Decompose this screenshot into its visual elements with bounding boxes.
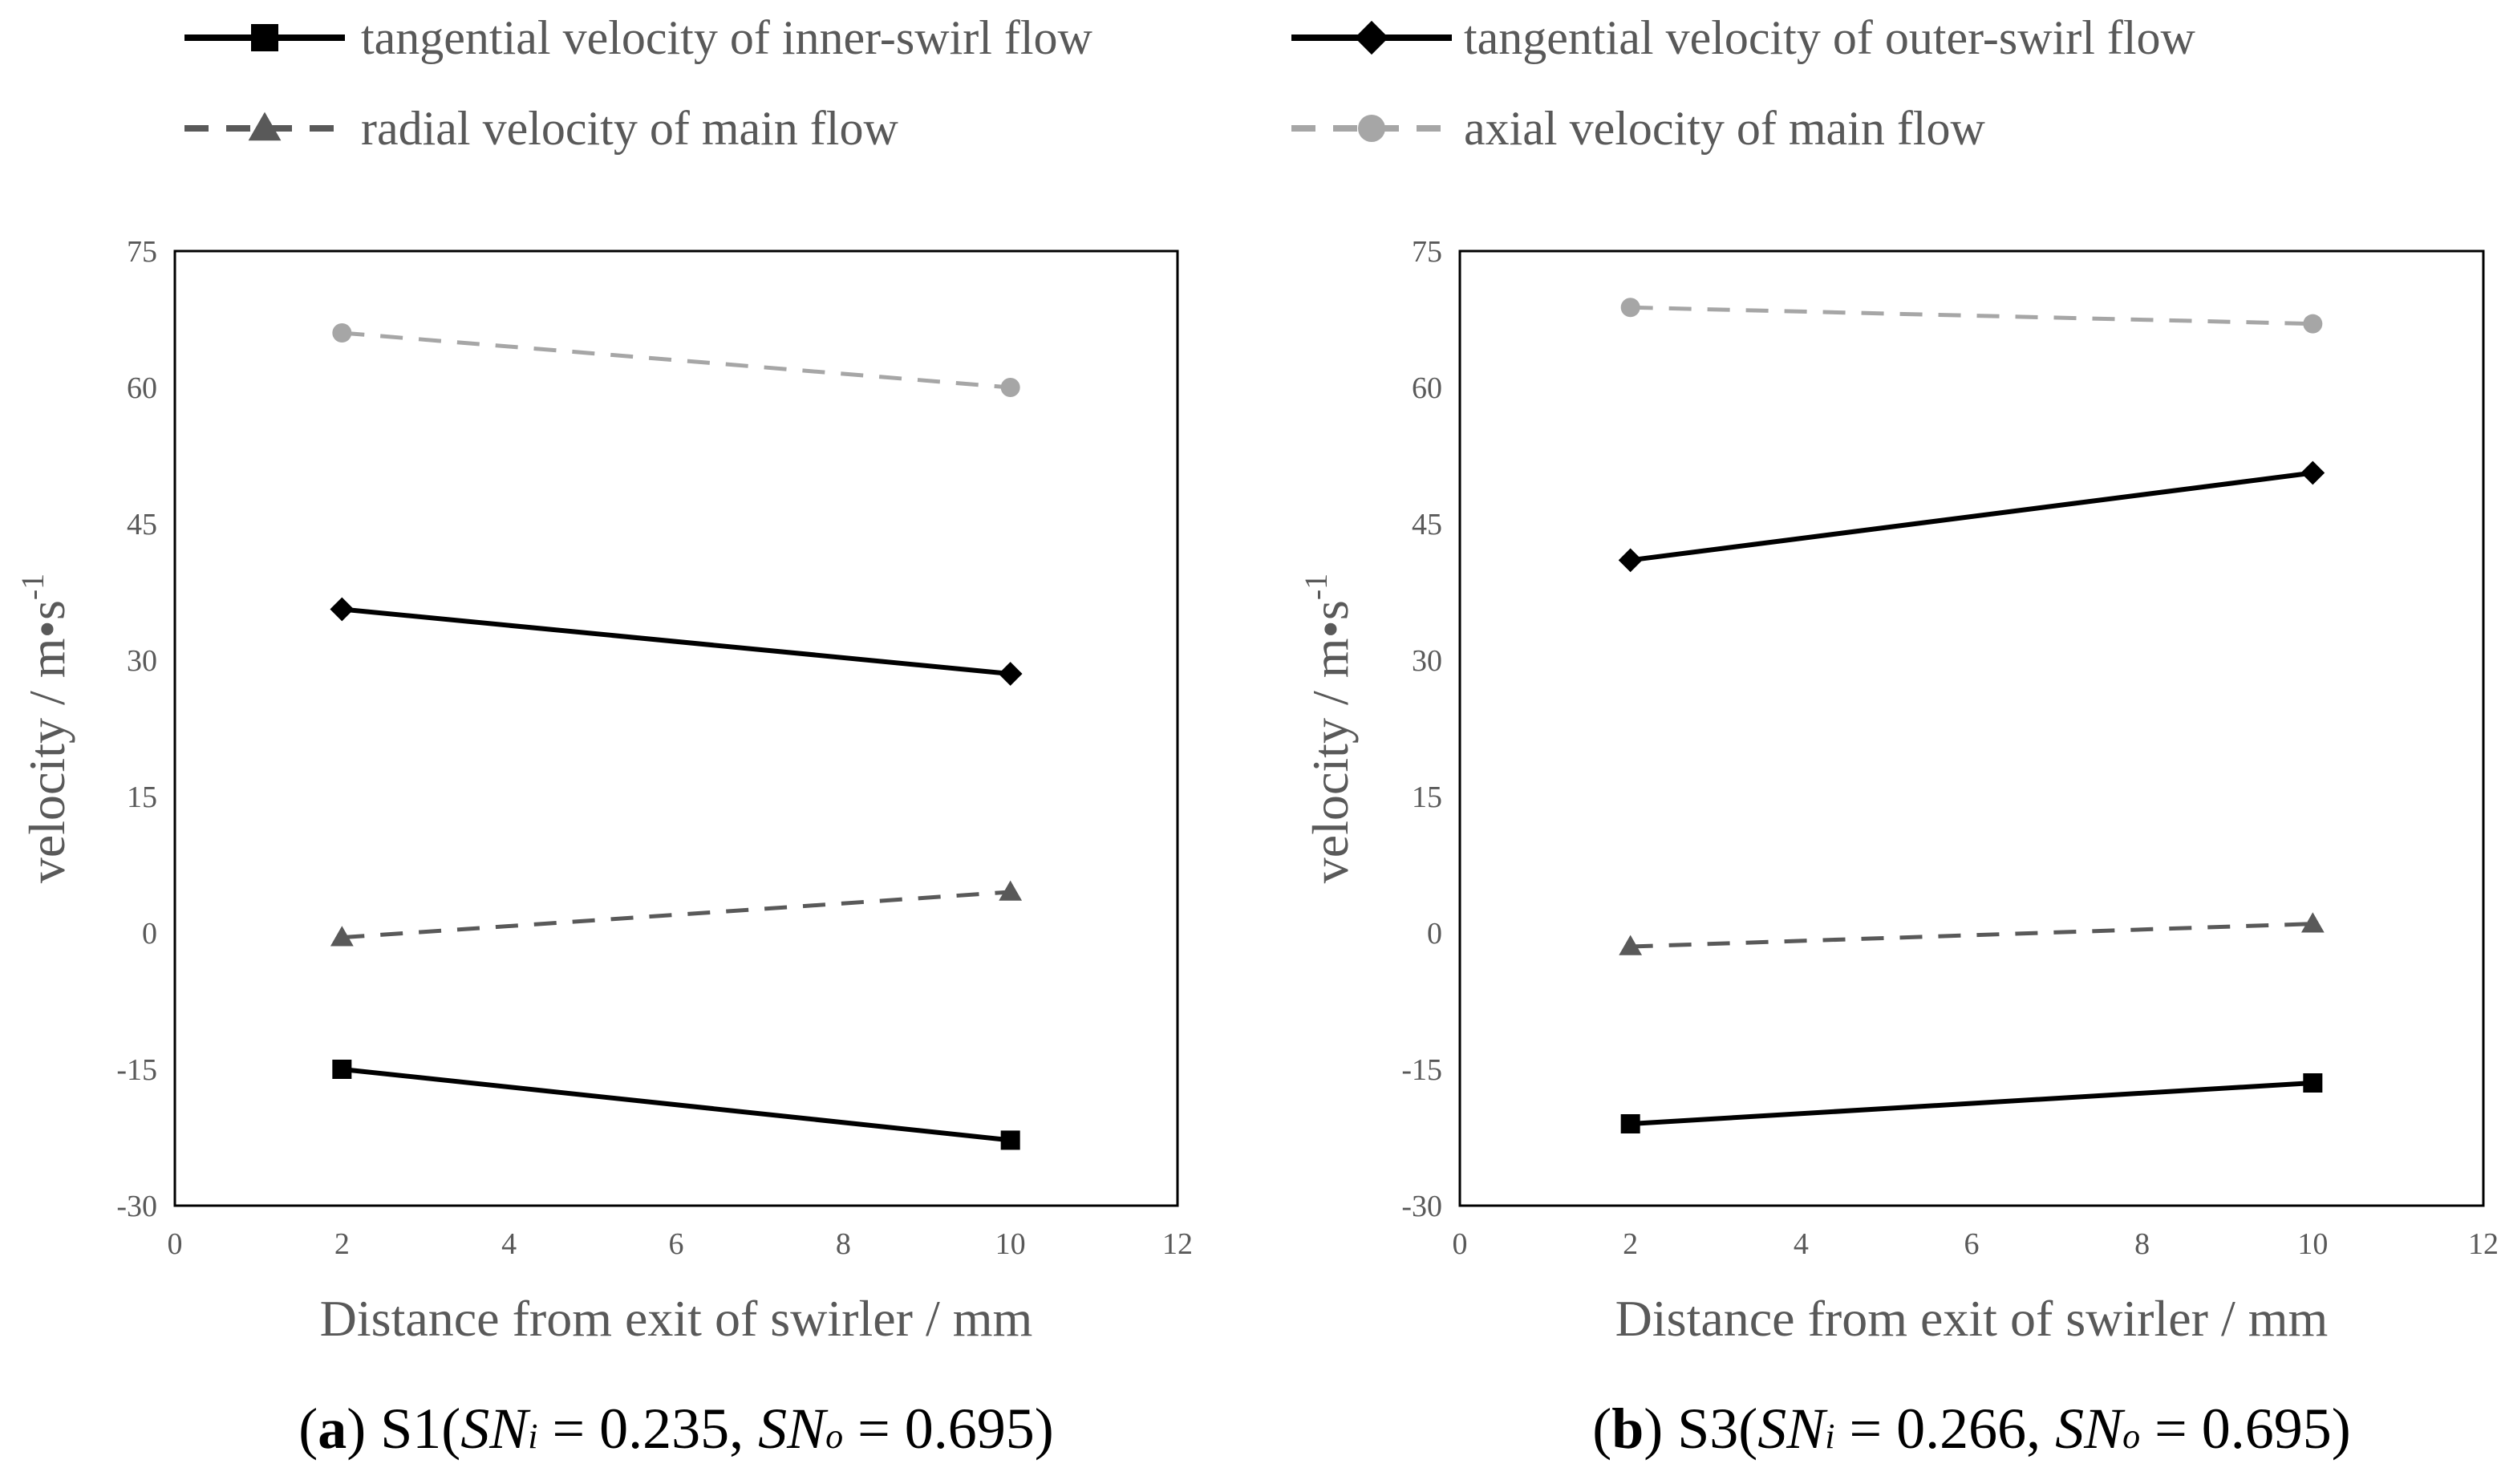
data-point [1000, 378, 1020, 397]
y-tick-label: 60 [1412, 371, 1442, 405]
caption-letter: b [1611, 1397, 1644, 1461]
series-tangential-velocity-of-inner-swirl-flow [332, 1060, 1020, 1150]
x-tick-label: 2 [1623, 1227, 1638, 1261]
data-point [332, 323, 352, 343]
panel-caption: (b) S3(SNi = 0.266, SNo = 0.695) [1592, 1397, 2351, 1461]
y-axis-title-main: velocity / m•s [18, 600, 75, 883]
series-line [342, 1067, 1011, 1143]
series-line [342, 606, 1011, 676]
data-point [2300, 460, 2325, 485]
data-point [2303, 314, 2323, 334]
data-point [330, 926, 354, 947]
legend-axial-velocity-of-main-flow-label: axial velocity of main flow [1464, 102, 1985, 155]
data-point [1620, 298, 1640, 318]
legend-radial-velocity-of-main-flow: radial velocity of main flow [184, 102, 898, 155]
series-line [342, 890, 1011, 940]
y-tick-label: 15 [127, 781, 157, 814]
legend-tangential-velocity-of-inner-swirl-flow-label: tangential velocity of inner-swirl flow [361, 11, 1093, 64]
y-axis-title: velocity / m•s-1 [1298, 574, 1359, 883]
series-axial-velocity-of-main-flow [332, 323, 1020, 397]
legend-tangential-velocity-of-outer-swirl-flow-label: tangential velocity of outer-swirl flow [1464, 11, 2196, 64]
y-tick-label: 60 [127, 371, 157, 405]
caption-sno-value: 0.695 [905, 1397, 1035, 1461]
legend-tangential-velocity-of-outer-swirl-flow: tangential velocity of outer-swirl flow [1291, 11, 2196, 64]
y-axis-title-superscript: -1 [14, 574, 51, 600]
series-radial-velocity-of-main-flow [330, 880, 1023, 947]
y-axis-title-main: velocity / m•s [1302, 600, 1359, 883]
data-point [1618, 548, 1643, 573]
x-tick-label: 12 [1162, 1227, 1193, 1261]
data-point [1619, 935, 1643, 955]
y-tick-label: 45 [1412, 508, 1442, 541]
x-tick-label: 0 [168, 1227, 183, 1261]
y-tick-label: 45 [127, 508, 157, 541]
data-point [1000, 1130, 1020, 1150]
data-point [1620, 1114, 1640, 1133]
y-tick-label: 75 [127, 235, 157, 269]
series-line [1630, 922, 2313, 949]
legend-axial-velocity-of-main-flow: axial velocity of main flow [1291, 102, 1985, 155]
y-tick-label: 75 [1412, 235, 1442, 269]
panel-caption: (a) S1(SNi = 0.235, SNo = 0.695) [298, 1397, 1054, 1461]
legend-radial-velocity-of-main-flow-label: radial velocity of main flow [361, 102, 898, 155]
legend-radial-velocity-of-main-flow-marker [248, 112, 282, 141]
y-tick-label: -30 [116, 1190, 157, 1223]
series-line [1630, 305, 2313, 326]
data-point [999, 880, 1023, 901]
x-tick-label: 8 [836, 1227, 851, 1261]
legend-tangential-velocity-of-inner-swirl-flow: tangential velocity of inner-swirl flow [184, 11, 1093, 64]
caption-sno-value: 0.695 [2202, 1397, 2332, 1461]
x-axis-title: Distance from exit of swirler / mm [320, 1290, 1033, 1347]
plot-frame [1458, 249, 2485, 1207]
series-tangential-velocity-of-outer-swirl-flow [330, 597, 1023, 686]
y-tick-label: 30 [127, 644, 157, 678]
x-tick-label: 4 [501, 1227, 517, 1261]
series-line [342, 330, 1011, 390]
y-tick-label: 15 [1412, 781, 1442, 814]
series-tangential-velocity-of-inner-swirl-flow [1620, 1073, 2323, 1133]
y-tick-label: -15 [116, 1053, 157, 1087]
y-tick-label: 0 [142, 917, 157, 951]
caption-scheme: S1 [380, 1397, 441, 1461]
caption-scheme: S3 [1677, 1397, 1738, 1461]
caption-sni-value: 0.266 [1896, 1397, 2026, 1461]
data-point [998, 662, 1023, 686]
x-tick-label: 10 [995, 1227, 1026, 1261]
legend: tangential velocity of inner-swirl flow t… [184, 11, 2196, 155]
x-tick-label: 4 [1794, 1227, 1809, 1261]
x-tick-label: 10 [2297, 1227, 2328, 1261]
plot-frame [173, 249, 1179, 1207]
x-tick-label: 8 [2134, 1227, 2150, 1261]
caption-sni-value: 0.235 [599, 1397, 729, 1461]
y-axis-title: velocity / m•s-1 [14, 574, 75, 883]
series-axial-velocity-of-main-flow [1620, 298, 2323, 334]
x-axis-title: Distance from exit of swirler / mm [1615, 1290, 2329, 1347]
chart-panel-a: -30 -15 0 15 30 45 60 75 0 2 4 6 8 10 12 Distance from … [14, 235, 1193, 1461]
x-tick-label: 6 [1964, 1227, 1980, 1261]
legend-tangential-velocity-of-outer-swirl-flow-marker [1354, 20, 1389, 55]
y-tick-label: 0 [1427, 917, 1442, 951]
series-line [1630, 470, 2313, 563]
data-point [2300, 912, 2325, 933]
y-tick-label: -30 [1401, 1190, 1442, 1223]
caption-letter: a [318, 1397, 347, 1461]
legend-axial-velocity-of-main-flow-marker [1358, 115, 1385, 142]
x-tick-label: 2 [334, 1227, 350, 1261]
x-tick-label: 0 [1453, 1227, 1468, 1261]
series-line [1630, 1081, 2313, 1126]
x-tick-label: 12 [2468, 1227, 2499, 1261]
y-axis-title-superscript: -1 [1298, 574, 1334, 600]
chart-panel-b: -30 -15 0 15 30 45 60 75 0 2 4 6 8 10 12 Distance from … [1298, 235, 2499, 1461]
y-tick-label: 30 [1412, 644, 1442, 678]
x-tick-label: 6 [669, 1227, 684, 1261]
legend-tangential-velocity-of-inner-swirl-flow-marker [251, 24, 278, 51]
series-radial-velocity-of-main-flow [1619, 912, 2325, 955]
series-tangential-velocity-of-outer-swirl-flow [1618, 460, 2325, 573]
data-point [332, 1060, 352, 1079]
y-tick-label: -15 [1401, 1053, 1442, 1087]
data-point [2303, 1073, 2323, 1093]
data-point [330, 597, 355, 622]
